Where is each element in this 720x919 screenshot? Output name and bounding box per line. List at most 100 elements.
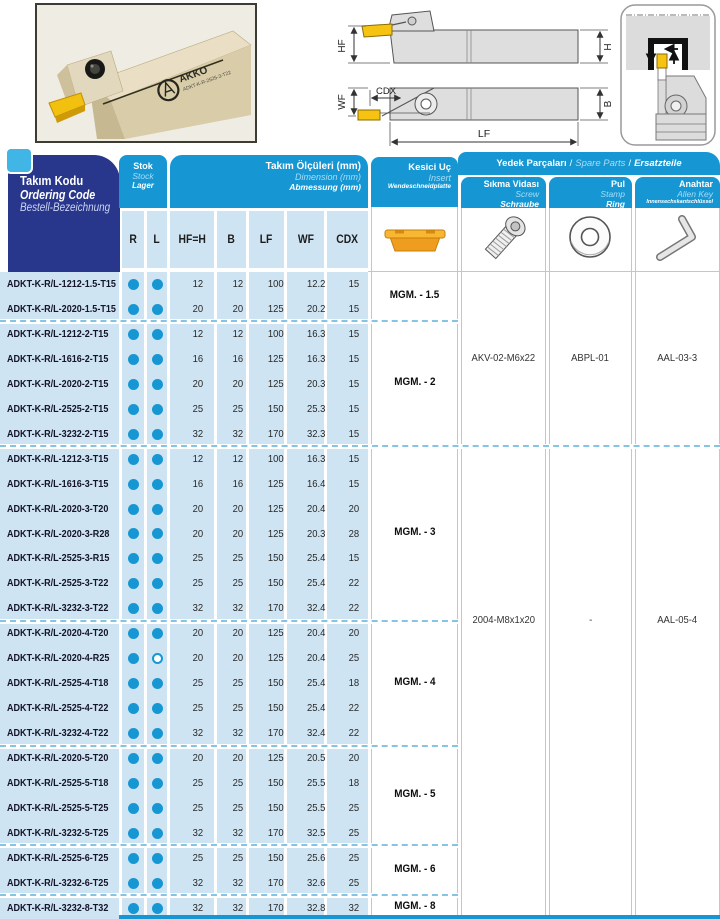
wf-cell: 20.3 [306,527,325,540]
b-cell: 32 [232,427,243,440]
b-cell: 20 [232,377,243,390]
cdx-cell: 15 [348,552,359,565]
stock-dot-r [122,596,144,621]
wf-cell: 25.6 [306,851,325,864]
insert-icon [384,229,446,252]
stock-dot-l [147,497,167,522]
b-cell: 20 [232,652,243,665]
lf-cell: 125 [267,527,284,540]
lf-cell: 170 [267,727,284,740]
insert-group-label: MGM. - 8 [393,900,436,913]
stock-dot-l [147,646,167,671]
screw-de: Schraube [500,199,539,209]
hf-cell: 20 [192,377,204,390]
column-background [249,272,284,919]
table-row: ADKT-K-R/L-1212-3-T15 12 12 100 16.3 15 [0,447,720,472]
code-cell: ADKT-K-R/L-2020-4-R25 [7,652,110,665]
key-de: Innensechskantschlüssel [646,199,713,205]
stock-dot-r [122,472,144,497]
lf-cell: 125 [267,477,284,490]
lf-cell: 150 [267,552,284,565]
stock-dot-r [122,871,144,896]
wf-cell: 25.5 [306,801,325,814]
stock-dot-r [122,546,144,571]
table-row: ADKT-K-R/L-1616-2-T15 16 16 125 16.3 15 [0,347,720,372]
hf-cell: 16 [192,477,204,490]
ordering-code-header: Takım Kodu Ordering Code Bestell-Bezeich… [8,155,120,272]
washer-icon [569,216,611,258]
wf-cell: 20.4 [306,627,325,640]
code-cell: ADKT-K-R/L-2525-2-T15 [7,402,109,415]
key-part-number: AAL-03-3 [657,352,698,365]
wf-cell: 20.4 [306,652,325,665]
hf-cell: 25 [192,801,204,814]
stock-dot-l [147,472,167,497]
hf-cell: 32 [192,876,204,889]
cdx-cell: 15 [348,278,359,290]
code-cell: ADKT-K-R/L-1212-1.5-T15 [7,278,116,290]
wf-cell: 32.8 [306,901,325,914]
wf-cell: 25.4 [306,577,325,590]
stock-dot-l [147,397,167,422]
stock-dot-r [122,422,144,447]
stock-dot-r [122,646,144,671]
dim-label-lf: LF [478,128,490,140]
table-row: ADKT-K-R/L-2525-6-T25 25 25 150 25.6 25 [0,846,720,871]
insert-en: Insert [428,173,451,183]
cdx-cell: 25 [348,876,359,889]
washer-header: Pul Stamp Ring [549,177,632,209]
dimensions-header: Takım Ölçüleri (mm) Dimension (mm) Abmes… [170,155,368,208]
cdx-cell: 20 [348,502,359,515]
stock-dot-r [122,721,144,746]
stock-dot-r [122,522,144,547]
b-cell: 25 [232,702,243,715]
table-row: ADKT-K-R/L-2020-4-R25 20 20 125 20.4 25 [0,646,720,671]
b-cell: 12 [232,452,243,465]
insert-group-label: MGM. - 6 [393,862,436,875]
column-header-CDX: CDX [327,211,368,268]
table-row: ADKT-K-R/L-1212-1.5-T15 12 12 100 12.2 15 [0,272,720,297]
table-row: ADKT-K-R/L-2525-3-R15 25 25 150 25.4 15 [0,546,720,571]
b-cell: 12 [232,327,243,340]
cdx-cell: 15 [348,327,359,340]
spare-de: Ersatzteile [634,158,682,169]
stock-dot-l [147,297,167,322]
cdx-cell: 22 [348,727,359,740]
cdx-cell: 15 [348,477,359,490]
hf-cell: 20 [192,302,204,315]
stock-dot-l [147,771,167,796]
cdx-cell: 20 [348,627,359,640]
b-cell: 25 [232,552,243,565]
column-background [287,272,324,919]
bookmark-icon [5,147,33,174]
b-cell: 20 [232,502,243,515]
stock-dot-l [147,746,167,771]
lf-cell: 150 [267,777,284,789]
wf-cell: 12.2 [306,278,325,290]
stock-dot-r [122,896,144,919]
lf-cell: 100 [267,327,284,340]
wf-cell: 32.5 [306,826,325,839]
hf-cell: 16 [192,352,204,365]
application-diagram [620,4,716,146]
lf-cell: 150 [267,677,284,690]
stock-dot-r [122,447,144,472]
wf-cell: 20.3 [306,377,325,390]
b-cell: 25 [232,402,243,415]
wf-cell: 16.3 [306,352,325,365]
b-cell: 20 [232,627,243,640]
stock-dot-l [147,546,167,571]
insert-column [371,207,458,915]
spare-tr: Yedek Parçaları [496,158,567,169]
stock-dot-r [122,497,144,522]
insert-group-label: MGM. - 2 [393,376,436,389]
code-cell: ADKT-K-R/L-1212-3-T15 [7,452,109,465]
screw-en: Screw [515,189,539,199]
lf-cell: 125 [267,352,284,365]
lf-cell: 125 [267,652,284,665]
wf-cell: 16.3 [306,452,325,465]
wf-cell: 25.5 [306,777,325,789]
washer-part-number: - [588,614,593,627]
lf-cell: 125 [267,502,284,515]
stock-dot-l [147,272,167,297]
